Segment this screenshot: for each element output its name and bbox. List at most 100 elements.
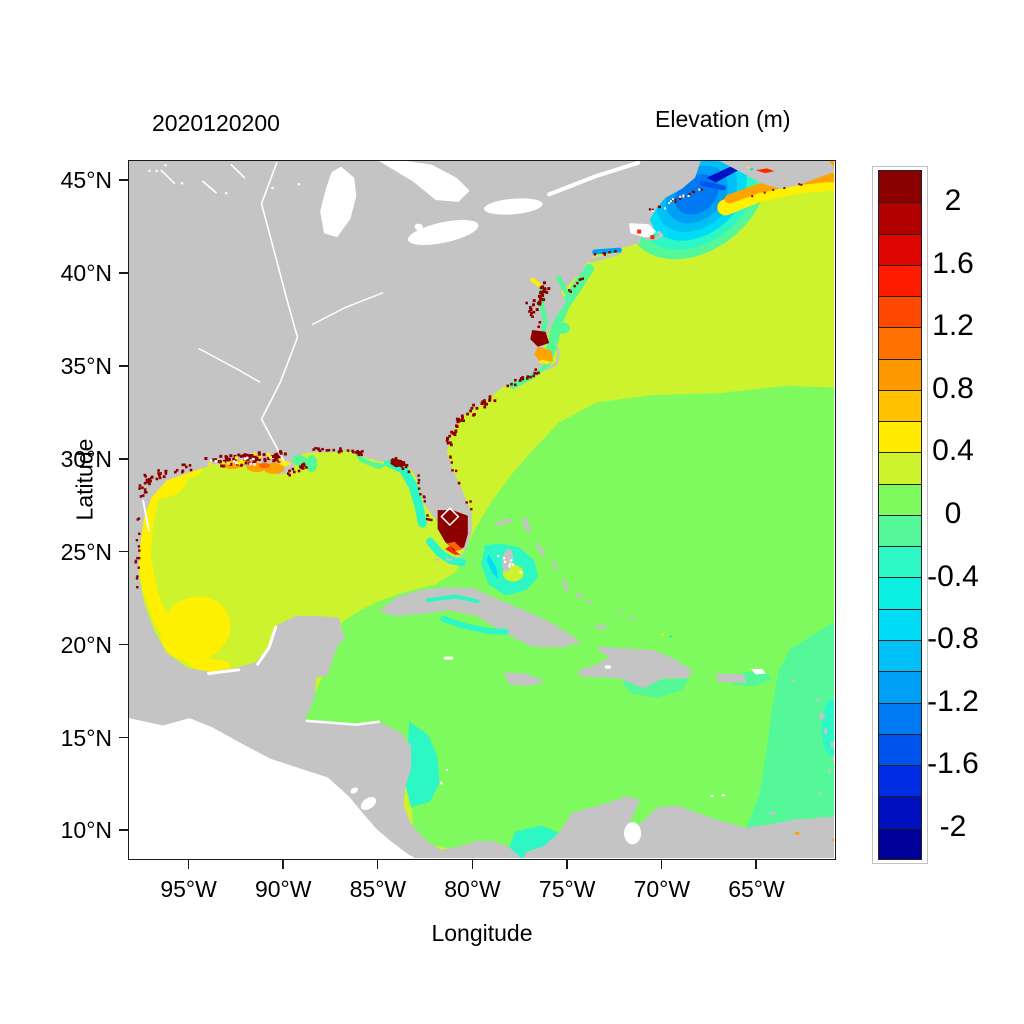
nj-speckles <box>578 278 581 281</box>
bigbend-speckles <box>402 463 406 466</box>
texas-speckles <box>144 491 148 494</box>
inland-white-dots <box>155 169 158 172</box>
georgia-carolina-speckles <box>466 412 469 416</box>
louisiana-speckles <box>274 458 278 462</box>
island <box>339 632 345 642</box>
nc-speckles <box>521 377 525 381</box>
panhandle-speckles <box>351 450 355 454</box>
land-north-central-america <box>129 161 701 858</box>
island <box>552 560 558 572</box>
texas-speckles <box>183 463 186 467</box>
delta-speckles <box>300 466 303 470</box>
mexico-speckles <box>137 566 140 569</box>
y-tick-label: 45°N <box>60 167 112 194</box>
nc-speckles <box>526 375 530 378</box>
colorbar-cell <box>879 389 921 422</box>
mexico-speckles <box>136 518 139 521</box>
nj-speckles <box>576 281 579 285</box>
land-cuba <box>378 587 582 648</box>
westfl-speckles <box>419 493 422 496</box>
maine-islands <box>682 195 685 198</box>
chesapeake-speckles <box>547 287 551 291</box>
florida-keys-dots <box>448 558 451 561</box>
panhandle-speckles <box>327 448 331 452</box>
minas-yellow-speck <box>747 166 751 169</box>
louisiana-speckles <box>252 460 256 464</box>
louisiana-speckles <box>208 462 212 466</box>
louisiana-speckles <box>219 454 223 458</box>
florida-bay-teal <box>426 537 467 567</box>
gonave-white <box>604 665 612 669</box>
chesapeake-speckles <box>538 321 542 324</box>
x-axis-label: Longitude <box>431 920 533 946</box>
delta-speckles <box>291 467 295 471</box>
land-south-america <box>522 796 834 858</box>
colorbar-title: Elevation (m) <box>655 106 791 132</box>
silver-bank-speck <box>661 633 665 636</box>
maine-speckles <box>648 208 651 211</box>
li-sound-speckles <box>614 250 617 253</box>
panhandle-speckles <box>318 449 322 453</box>
delta-speckles <box>288 473 291 477</box>
georgia-carolina-speckles <box>446 441 450 445</box>
georgia-carolina-speckles <box>450 443 453 447</box>
chesapeake-speckles <box>539 297 543 301</box>
louisiana-yellow <box>279 461 291 467</box>
land-puerto-rico <box>715 673 747 683</box>
island <box>617 610 622 614</box>
colorbar-cell <box>879 421 921 453</box>
y-tick <box>119 365 128 367</box>
texas-speckles <box>174 470 177 474</box>
louisiana-speckles <box>224 458 228 462</box>
colorbar-cell <box>879 514 921 547</box>
colorbar-tick-label: 2 <box>944 184 962 218</box>
mexico-speckles <box>134 561 137 564</box>
nc-speckles <box>532 374 535 378</box>
delta-speckles <box>297 469 301 473</box>
maine-islands <box>682 194 685 197</box>
chesapeake-speckles <box>545 290 549 294</box>
bahama-white-dots <box>497 554 500 558</box>
louisiana-speckles <box>257 451 261 455</box>
texas-speckles <box>143 473 147 477</box>
westfl-speckles <box>417 481 420 485</box>
nj-speckles <box>569 290 572 293</box>
georgia-carolina-speckles <box>452 431 456 435</box>
nc-speckles <box>513 383 517 387</box>
providencia <box>445 768 449 772</box>
colorbar <box>878 170 922 860</box>
texas-speckles <box>157 469 160 472</box>
silver-bank-speck <box>669 635 672 638</box>
louisiana-speckles <box>258 455 262 459</box>
louisiana-speckles <box>222 464 226 468</box>
georgia-carolina-speckles <box>483 399 486 402</box>
land-cape-breton <box>816 161 834 173</box>
chesapeake-speckles <box>542 298 546 302</box>
honduras-white-rim <box>305 719 381 726</box>
louisiana-speckles <box>257 453 261 457</box>
bahama-white-dots <box>503 560 507 563</box>
louisiana-speckles <box>220 464 224 468</box>
colorbar-tick-label: 1.2 <box>932 309 974 343</box>
bigbend-speckles <box>394 457 398 460</box>
louisiana-speckles <box>246 458 250 462</box>
texas-speckles <box>139 495 143 498</box>
texas-speckles <box>143 488 147 491</box>
louisiana-speckles <box>283 452 287 456</box>
y-tick-label: 35°N <box>60 353 112 380</box>
texas-barrier-white <box>142 499 150 532</box>
cuba-north-lagoon <box>426 594 480 604</box>
y-tick <box>119 736 128 739</box>
texas-speckles <box>149 479 152 483</box>
nova-scotia-speckles <box>798 183 801 186</box>
colorbar-cell <box>879 358 921 390</box>
georgia-carolina-speckles <box>483 405 487 409</box>
louisiana-speckles <box>262 453 266 457</box>
island <box>576 593 583 598</box>
bigbend-speckles <box>394 459 397 463</box>
colorbar-tick-label: -1.2 <box>927 684 979 718</box>
georgia-carolina-speckles <box>460 414 464 418</box>
inland-white-dots <box>164 164 167 167</box>
island <box>831 756 834 762</box>
georgia-carolina-speckles <box>445 439 449 442</box>
